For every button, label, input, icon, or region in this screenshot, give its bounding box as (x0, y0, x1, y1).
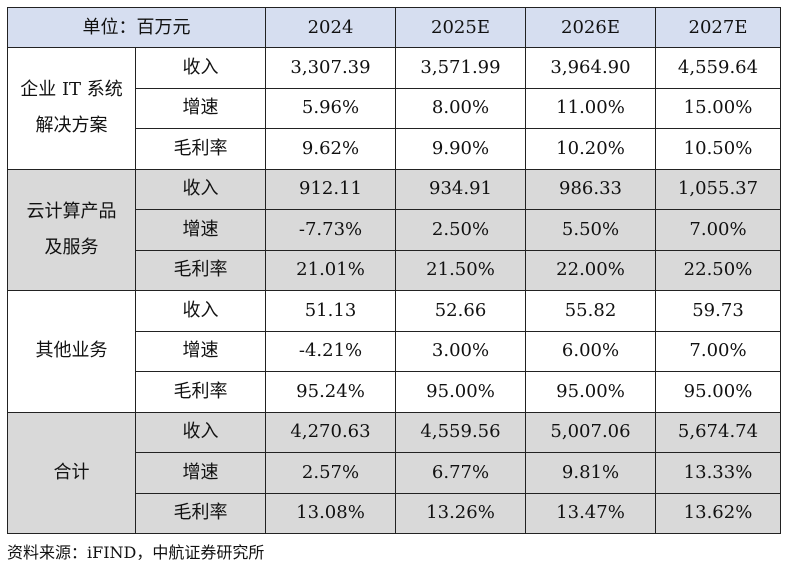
value-cell: 4,559.64 (655, 47, 781, 89)
table-row: 毛利率 13.08% 13.26% 13.47% 13.62% (8, 492, 781, 534)
value-cell: 52.66 (395, 290, 526, 332)
table-row: 合计 收入 4,270.63 4,559.56 5,007.06 5,674.74 (7, 411, 781, 534)
value-cell: 15.00% (655, 87, 781, 129)
value-cell: -7.73% (265, 209, 396, 251)
table-row: 增速 2.57% 6.77% 9.81% 13.33% (8, 452, 781, 494)
value-cell: 55.82 (525, 290, 656, 332)
table-row: 增速 -4.21% 3.00% 6.00% 7.00% (8, 330, 781, 372)
unit-header-cell: 单位：百万元 (7, 7, 266, 48)
segment-name-cell: 合计 (7, 411, 136, 534)
year-header-cell: 2024 (265, 7, 396, 48)
metric-name-cell: 增速 (135, 87, 266, 129)
value-cell: -4.21% (265, 330, 396, 372)
value-cell: 912.11 (265, 168, 396, 210)
segment-name-cell: 云计算产品及服务 (7, 168, 136, 291)
value-cell: 934.91 (395, 168, 526, 210)
metric-name-cell: 收入 (135, 290, 266, 332)
value-cell: 22.50% (655, 249, 781, 291)
value-cell: 4,559.56 (395, 411, 526, 453)
value-cell: 59.73 (655, 290, 781, 332)
metric-name-cell: 增速 (135, 452, 266, 494)
table-row: 毛利率 21.01% 21.50% 22.00% 22.50% (8, 249, 781, 291)
segment-name-cell: 企业 IT 系统解决方案 (7, 47, 136, 170)
year-header-cell: 2026E (525, 7, 656, 48)
value-cell: 9.81% (525, 452, 656, 494)
value-cell: 13.47% (525, 492, 656, 534)
table-row: 毛利率 9.62% 9.90% 10.20% 10.50% (8, 128, 781, 170)
value-cell: 22.00% (525, 249, 656, 291)
value-cell: 5,674.74 (655, 411, 781, 453)
value-cell: 9.62% (265, 128, 396, 170)
value-cell: 10.20% (525, 128, 656, 170)
value-cell: 4,270.63 (265, 411, 396, 453)
value-cell: 7.00% (655, 330, 781, 372)
year-header-cell: 2027E (655, 7, 781, 48)
table-row: 增速 -7.73% 2.50% 5.50% 7.00% (8, 209, 781, 251)
table-header-row: 单位：百万元 2024 2025E 2026E 2027E (7, 7, 781, 48)
table-body: 企业 IT 系统解决方案 收入 3,307.39 3,571.99 3,964.90 4,… (7, 47, 781, 534)
value-cell: 3.00% (395, 330, 526, 372)
value-cell: 95.00% (655, 371, 781, 413)
value-cell: 11.00% (525, 87, 656, 129)
value-cell: 10.50% (655, 128, 781, 170)
value-cell: 5,007.06 (525, 411, 656, 453)
metric-name-cell: 增速 (135, 209, 266, 251)
table-row: 其他业务 收入 51.13 52.66 55.82 59.73 (7, 290, 781, 413)
metric-name-cell: 收入 (135, 411, 266, 453)
value-cell: 5.50% (525, 209, 656, 251)
metric-name-cell: 毛利率 (135, 492, 266, 534)
metric-name-cell: 毛利率 (135, 371, 266, 413)
value-cell: 13.26% (395, 492, 526, 534)
value-cell: 3,307.39 (265, 47, 396, 89)
value-cell: 21.50% (395, 249, 526, 291)
value-cell: 6.77% (395, 452, 526, 494)
value-cell: 51.13 (265, 290, 396, 332)
metric-name-cell: 增速 (135, 330, 266, 372)
value-cell: 2.50% (395, 209, 526, 251)
value-cell: 13.33% (655, 452, 781, 494)
value-cell: 13.08% (265, 492, 396, 534)
value-cell: 3,964.90 (525, 47, 656, 89)
table-row: 企业 IT 系统解决方案 收入 3,307.39 3,571.99 3,964.90 4,… (7, 47, 781, 170)
financial-forecast-table: 单位：百万元 2024 2025E 2026E 2027E 企业 IT 系统解决… (7, 7, 781, 534)
value-cell: 5.96% (265, 87, 396, 129)
metric-name-cell: 收入 (135, 168, 266, 210)
source-note: 资料来源：iFIND，中航证券研究所 (7, 543, 265, 562)
value-cell: 2.57% (265, 452, 396, 494)
value-cell: 9.90% (395, 128, 526, 170)
year-header-cell: 2025E (395, 7, 526, 48)
value-cell: 95.24% (265, 371, 396, 413)
value-cell: 95.00% (395, 371, 526, 413)
value-cell: 6.00% (525, 330, 656, 372)
metric-name-cell: 毛利率 (135, 249, 266, 291)
segment-name-cell: 其他业务 (7, 290, 136, 413)
value-cell: 7.00% (655, 209, 781, 251)
value-cell: 8.00% (395, 87, 526, 129)
table-row: 增速 5.96% 8.00% 11.00% 15.00% (8, 87, 781, 129)
value-cell: 1,055.37 (655, 168, 781, 210)
table-row: 云计算产品及服务 收入 912.11 934.91 986.33 1,055.37 (7, 168, 781, 291)
value-cell: 986.33 (525, 168, 656, 210)
value-cell: 13.62% (655, 492, 781, 534)
value-cell: 21.01% (265, 249, 396, 291)
metric-name-cell: 收入 (135, 47, 266, 89)
metric-name-cell: 毛利率 (135, 128, 266, 170)
value-cell: 3,571.99 (395, 47, 526, 89)
value-cell: 95.00% (525, 371, 656, 413)
